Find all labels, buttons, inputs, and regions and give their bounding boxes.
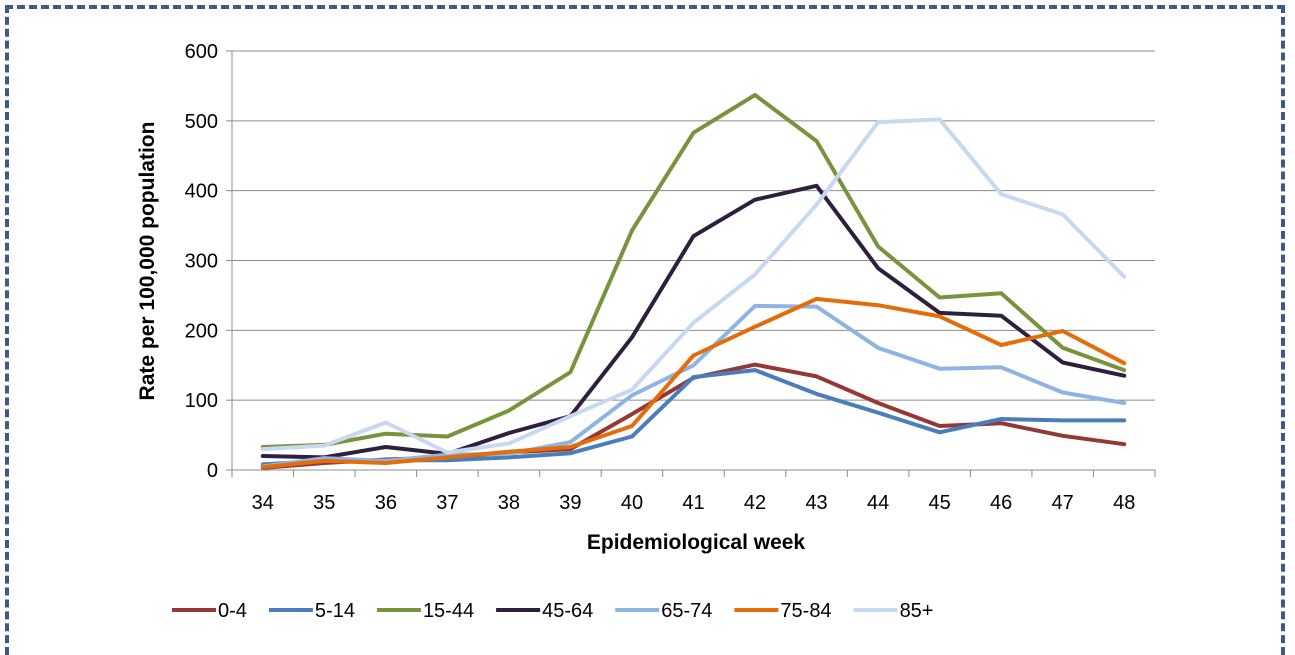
x-tick-label: 48	[1113, 492, 1135, 514]
x-tick-label: 37	[436, 492, 458, 514]
y-tick-label: 0	[207, 460, 218, 482]
x-tick-label: 45	[929, 492, 951, 514]
y-tick-label: 300	[185, 251, 218, 273]
y-tick-label: 100	[185, 390, 218, 412]
legend-label: 75-84	[780, 600, 831, 622]
legend-label: 0-4	[218, 600, 247, 622]
legend-label: 15-44	[423, 600, 474, 622]
y-tick-labels: 0 100 200 300 400 500 600	[185, 41, 218, 482]
chart-frame	[5, 5, 1285, 655]
series-line-85+	[260, 117, 1127, 455]
legend-label: 5-14	[315, 600, 355, 622]
x-tick-label: 35	[313, 492, 335, 514]
y-tick-label: 500	[185, 111, 218, 133]
series-line-75-84	[260, 296, 1127, 470]
x-tick-labels: 34 35 36 37 38 39 40 41 42 43 44 45 46 47 48	[252, 492, 1136, 514]
legend-label: 45-64	[542, 600, 593, 622]
series-line-0-4	[260, 362, 1127, 470]
legend-label: 85+	[900, 600, 934, 622]
x-tick-label: 46	[990, 492, 1012, 514]
series-line-45-64	[260, 183, 1127, 460]
series-line-5-14	[260, 368, 1127, 467]
x-axis-title: Epidemiological week	[587, 531, 806, 554]
x-tick-label: 40	[621, 492, 643, 514]
y-tick-label: 400	[185, 181, 218, 203]
x-tick-label: 39	[559, 492, 581, 514]
x-tick-label: 43	[805, 492, 827, 514]
x-tick-label: 41	[682, 492, 704, 514]
x-tick-label: 47	[1052, 492, 1074, 514]
x-tick-label: 36	[375, 492, 397, 514]
series-lines	[260, 93, 1127, 470]
x-tick-label: 38	[498, 492, 520, 514]
y-axis-title: Rate per 100,000 population	[136, 122, 159, 401]
x-tick-label: 44	[867, 492, 889, 514]
y-tick-label: 200	[185, 320, 218, 342]
gridlines	[226, 50, 1156, 477]
series-line-65-74	[260, 303, 1127, 469]
x-tick-label: 34	[252, 492, 274, 514]
y-tick-label: 600	[185, 41, 218, 63]
legend-label: 65-74	[661, 600, 712, 622]
x-tick-label: 42	[744, 492, 766, 514]
series-line-15-44	[260, 93, 1127, 449]
legend: 0-4 5-14 15-44 45-64 65-74 75-84 85+	[172, 600, 934, 622]
